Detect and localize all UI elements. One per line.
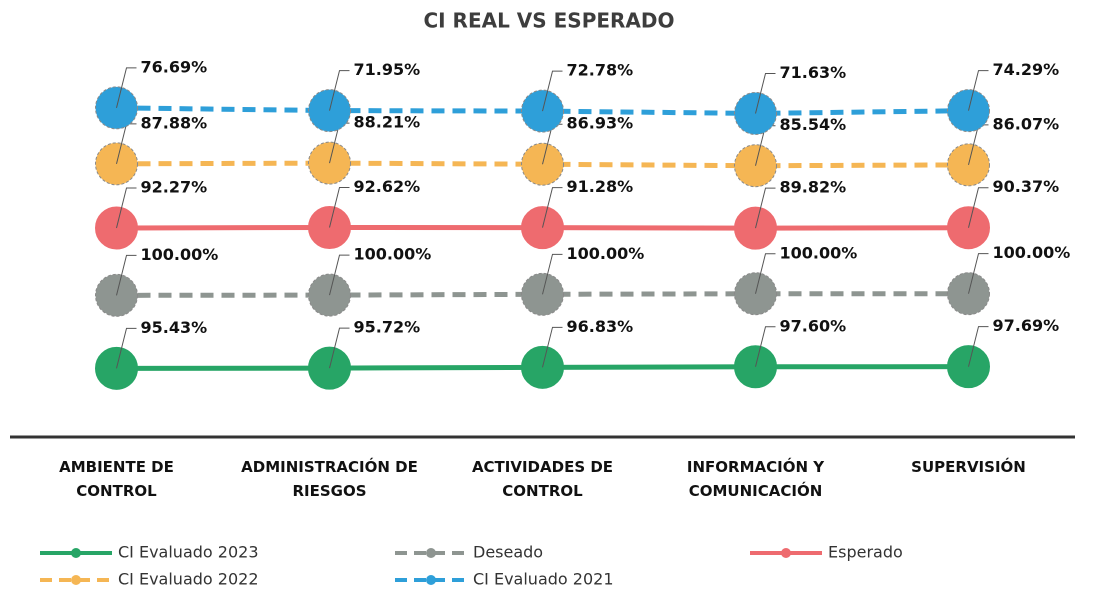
leader-line — [968, 326, 989, 367]
data-label: 74.29% — [993, 60, 1060, 79]
leader-line — [116, 254, 137, 296]
leader-line — [116, 67, 137, 108]
data-label: 88.21% — [354, 113, 421, 132]
legend-marker — [781, 548, 791, 558]
leader-line — [542, 253, 563, 295]
leader-line — [968, 187, 989, 228]
x-tick-label: ADMINISTRACIÓN DE RIESGOS — [241, 458, 418, 500]
leader-line — [329, 254, 350, 296]
leader-line — [329, 327, 350, 369]
leader-line — [329, 70, 350, 111]
data-label: 89.82% — [780, 178, 847, 197]
leader-line — [542, 70, 563, 112]
data-label: 91.28% — [567, 177, 634, 196]
data-label: 95.43% — [141, 318, 208, 337]
x-tick-label: INFORMACIÓN Y COMUNICACIÓN — [686, 458, 825, 500]
legend-item: CI Evaluado 2021 — [395, 570, 614, 589]
data-label: 76.69% — [141, 57, 208, 76]
data-label: 100.00% — [354, 245, 432, 264]
x-tick-label: ACTIVIDADES DE CONTROL — [471, 458, 614, 500]
data-point — [734, 91, 777, 135]
leader-line — [542, 326, 563, 368]
data-label: 100.00% — [780, 243, 858, 262]
data-label: 92.62% — [354, 177, 421, 196]
data-label: 72.78% — [567, 61, 634, 80]
data-label: 90.37% — [993, 177, 1060, 196]
legend-marker — [71, 548, 81, 558]
leader-line — [329, 187, 350, 228]
legend-label: Esperado — [828, 543, 903, 562]
data-label: 96.83% — [567, 317, 634, 336]
data-label: 95.72% — [354, 318, 421, 337]
data-label: 97.60% — [780, 316, 847, 335]
leader-line — [968, 253, 989, 294]
leader-line — [755, 253, 776, 294]
data-label: 92.27% — [141, 177, 208, 196]
data-label: 71.95% — [354, 60, 421, 79]
x-tick-label: AMBIENTE DE CONTROL — [59, 458, 174, 500]
legend-label: Deseado — [473, 543, 543, 562]
x-tick-label: SUPERVISIÓN — [911, 458, 1026, 476]
data-label: 97.69% — [993, 316, 1060, 335]
chart-title: CI REAL VS ESPERADO — [423, 9, 674, 33]
legend-item: CI Evaluado 2022 — [40, 570, 259, 589]
data-label: 100.00% — [567, 244, 645, 263]
leader-line — [116, 187, 137, 229]
leader-line — [755, 326, 776, 367]
data-label: 85.54% — [780, 115, 847, 134]
legend-label: CI Evaluado 2022 — [118, 570, 259, 589]
data-label: 86.07% — [993, 114, 1060, 133]
leader-line — [755, 187, 776, 229]
data-label: 71.63% — [780, 63, 847, 82]
leader-line — [755, 72, 776, 114]
data-label: 100.00% — [993, 243, 1071, 262]
legend-item: CI Evaluado 2023 — [40, 543, 259, 562]
data-label: 87.88% — [141, 113, 208, 132]
leader-line — [542, 187, 563, 228]
leader-line — [968, 70, 989, 111]
legend-marker — [426, 548, 436, 558]
legend-marker — [71, 575, 81, 585]
legend-marker — [426, 575, 436, 585]
data-label: 86.93% — [567, 114, 634, 133]
data-label: 100.00% — [141, 245, 219, 264]
legend-label: CI Evaluado 2023 — [118, 543, 259, 562]
leader-line — [116, 327, 137, 369]
legend-label: CI Evaluado 2021 — [473, 570, 614, 589]
legend-item: Deseado — [395, 543, 543, 562]
legend-item: Esperado — [750, 543, 903, 562]
